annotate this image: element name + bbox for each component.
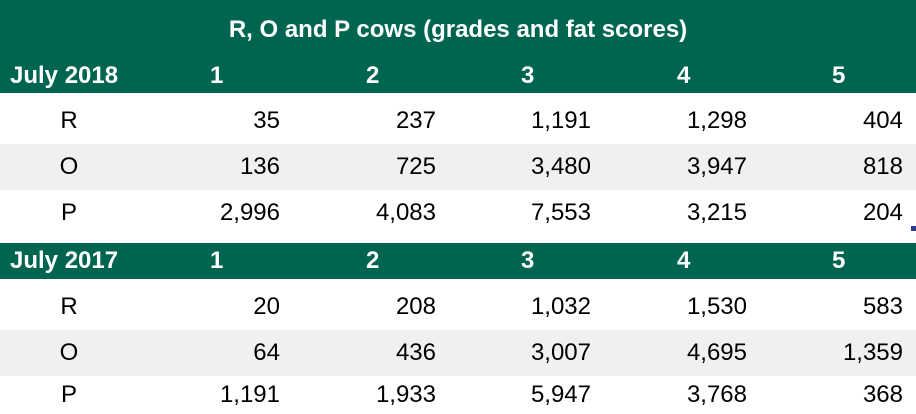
table-cell: 404 [862, 107, 903, 134]
title-bar [0, 0, 916, 93]
table-cell: 4,695 [686, 339, 747, 366]
table-cell: 1,191 [530, 107, 591, 134]
table-cell: 208 [395, 293, 436, 320]
table-row: O 64 436 3,007 4,695 1,359 [0, 330, 916, 376]
section-label: July 2017 [10, 247, 119, 274]
column-header-3: 3 [521, 62, 535, 89]
column-header-1: 1 [210, 247, 224, 274]
table-cell: 725 [395, 153, 436, 180]
column-header-3: 3 [521, 247, 535, 274]
table-cell: 583 [862, 293, 903, 320]
table-cell: 136 [239, 153, 280, 180]
table-cell: 1,191 [219, 381, 280, 408]
table-cell: 64 [253, 339, 280, 366]
table-cell: 3,947 [686, 153, 747, 180]
grade-label: P [60, 199, 77, 226]
column-header-1: 1 [210, 62, 224, 89]
column-header-4: 4 [677, 247, 691, 274]
table-cell: 1,298 [686, 107, 747, 134]
table-cell: 436 [395, 339, 436, 366]
grade-label: R [60, 107, 78, 134]
column-header-4: 4 [677, 62, 691, 89]
table-cell: 7,553 [530, 199, 591, 226]
table-row: P 2,996 4,083 7,553 3,215 204 [0, 190, 916, 236]
table-cell: 35 [253, 107, 280, 134]
table-row: O 136 725 3,480 3,947 818 [0, 144, 916, 190]
table-cell: 5,947 [530, 381, 591, 408]
table-cell: 237 [395, 107, 436, 134]
grade-label: O [59, 339, 79, 366]
table-cell: 20 [253, 293, 280, 320]
selection-handle[interactable] [911, 226, 916, 231]
column-header-2: 2 [366, 247, 380, 274]
table-cell: 2,996 [219, 199, 280, 226]
table-cell: 1,032 [530, 293, 591, 320]
grade-label: P [60, 381, 77, 408]
table-cell: 3,480 [530, 153, 591, 180]
column-header-5: 5 [832, 247, 846, 274]
table-cell: 3,768 [686, 381, 747, 408]
table-row: P 1,191 1,933 5,947 3,768 368 [0, 376, 916, 414]
table-cell: 3,007 [530, 339, 591, 366]
section-header-2017: July 2017 1 2 3 4 5 [0, 243, 916, 279]
table-cell: 368 [862, 381, 903, 408]
section-header-2018: July 2018 1 2 3 4 5 [0, 59, 916, 93]
table-cell: 3,215 [686, 199, 747, 226]
table-cell: 1,530 [686, 293, 747, 320]
table-row: R 20 208 1,032 1,530 583 [0, 284, 916, 330]
table-cell: 818 [862, 153, 903, 180]
grade-label: R [60, 293, 78, 320]
table-title: R, O and P cows (grades and fat scores) [228, 16, 688, 43]
table-cell: 1,359 [842, 339, 903, 366]
grade-label: O [59, 153, 79, 180]
table-row: R 35 237 1,191 1,298 404 [0, 98, 916, 144]
table-cell: 4,083 [375, 199, 436, 226]
table-cell: 204 [862, 199, 903, 226]
table-cell: 1,933 [375, 381, 436, 408]
column-header-5: 5 [832, 62, 846, 89]
section-label: July 2018 [10, 62, 119, 89]
column-header-2: 2 [366, 62, 380, 89]
